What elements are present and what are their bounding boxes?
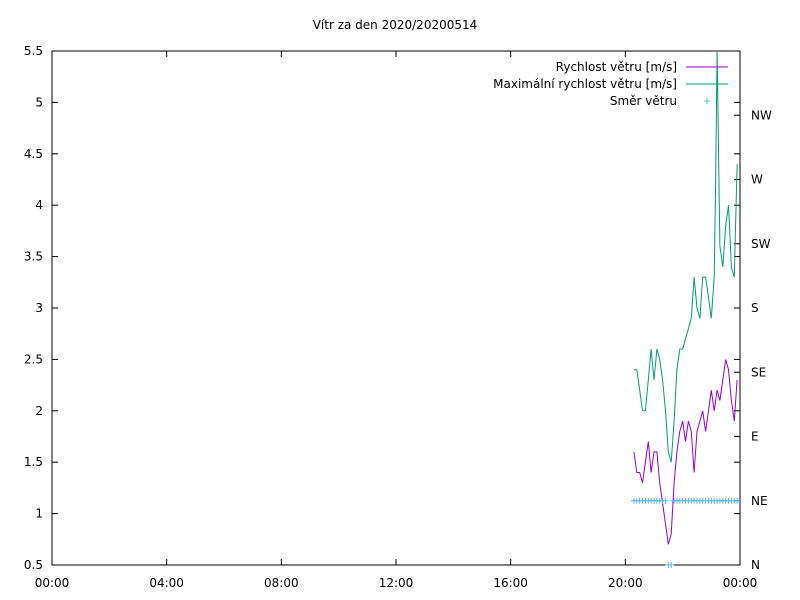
y2-tick-label: N	[751, 558, 760, 572]
x-tick-label: 16:00	[493, 576, 528, 590]
legend-label: Rychlost větru [m/s]	[556, 60, 677, 74]
y-tick-label: 2.5	[24, 352, 43, 366]
y-tick-label: 3.5	[24, 250, 43, 264]
legend-swatch	[704, 98, 710, 104]
x-tick-label: 00:00	[723, 576, 758, 590]
y2-tick-label: NE	[751, 494, 768, 508]
y-tick-label: 3	[35, 301, 43, 315]
y-tick-label: 1	[35, 507, 43, 521]
axes: 0.5 1 1.5 2 2.5 3 3.5 4 4.5 5 5.5 00:00 04:00 08:00 12…	[24, 44, 772, 590]
legend-label: Směr větru	[610, 94, 677, 108]
series-line-0	[633, 359, 738, 545]
y-tick-label: 4.5	[24, 147, 43, 161]
plot-frame	[51, 50, 741, 566]
y-tick-label: 5.5	[24, 44, 43, 58]
legend: Rychlost větru [m/s] Maximální rychlost v…	[493, 60, 728, 108]
y-tick-label: 5	[35, 95, 43, 109]
y2-tick-label: E	[751, 430, 759, 444]
chart-title: Vítr za den 2020/20200514	[313, 18, 478, 32]
y2-tick-label: SW	[751, 237, 771, 251]
series-line-1	[633, 50, 738, 463]
x-tick-label: 12:00	[379, 576, 414, 590]
y-tick-label: 4	[35, 198, 43, 212]
x-tick-label: 00:00	[35, 576, 70, 590]
y2-tick-label: SE	[751, 365, 766, 379]
direction-point	[668, 562, 675, 568]
y2-tick-label: W	[751, 173, 763, 187]
y2-tick-label: S	[751, 301, 759, 315]
x-tick-label: 08:00	[264, 576, 299, 590]
y-tick-label: 0.5	[24, 558, 43, 572]
legend-label: Maximální rychlost větru [m/s]	[493, 77, 677, 91]
y2-tick-label: NW	[751, 108, 772, 122]
direction-point	[662, 497, 669, 504]
direction-point	[734, 497, 741, 504]
y-tick-label: 2	[35, 404, 43, 418]
x-tick-label: 20:00	[608, 576, 643, 590]
series-points-2	[630, 497, 741, 568]
x-tick-label: 04:00	[149, 576, 184, 590]
y-tick-label: 1.5	[24, 455, 43, 469]
series-layer	[630, 50, 741, 568]
